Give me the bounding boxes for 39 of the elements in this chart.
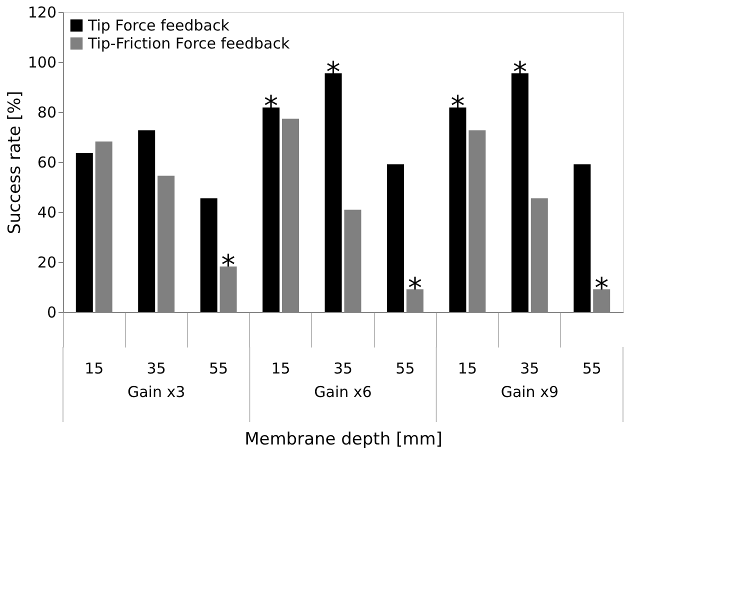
legend-label: Tip Force feedback xyxy=(87,16,230,34)
y-tick-label: 60 xyxy=(37,154,56,172)
bar xyxy=(138,130,156,312)
data-label: * xyxy=(326,55,340,88)
bar xyxy=(449,108,466,312)
x-tick-label: 55 xyxy=(396,360,415,378)
text: Gain x6 xyxy=(314,383,372,401)
bar xyxy=(574,164,591,312)
y-tick-label: 120 xyxy=(28,4,56,22)
y-tick-label: 100 xyxy=(28,54,56,72)
legend-label: Tip-Friction Force feedback xyxy=(87,34,290,52)
y-axis-title: Success rate [%] xyxy=(4,90,25,234)
data-label: * xyxy=(221,248,236,282)
bar xyxy=(511,73,528,312)
y-tick-label: 0 xyxy=(46,304,56,322)
y-tick-label: 20 xyxy=(37,254,56,272)
bar xyxy=(387,164,404,312)
x-axis-title: Membrane depth [mm] xyxy=(244,430,442,450)
x-tick-label: 35 xyxy=(333,360,353,378)
x-tick-label: 15 xyxy=(84,360,104,378)
x-tick-label: 55 xyxy=(209,360,228,378)
text: Gain x3 xyxy=(127,383,186,401)
data-label: * xyxy=(264,90,278,122)
data-label: * xyxy=(594,271,609,304)
y-tick-label: 80 xyxy=(37,104,56,122)
data-label: * xyxy=(450,90,465,122)
bar xyxy=(262,108,280,312)
data-label: * xyxy=(512,55,527,88)
x-tick-label: 35 xyxy=(146,360,166,378)
x-tick-label: 35 xyxy=(520,360,540,378)
bar xyxy=(76,153,93,312)
x-tick-label: 15 xyxy=(271,360,290,378)
bar xyxy=(200,198,218,312)
x-tick-label: 15 xyxy=(458,360,477,378)
x-tick-label: 55 xyxy=(582,360,602,378)
bar xyxy=(324,73,342,312)
y-tick-label: 40 xyxy=(37,204,56,222)
text: Gain x9 xyxy=(500,383,559,401)
data-label: * xyxy=(408,271,422,304)
